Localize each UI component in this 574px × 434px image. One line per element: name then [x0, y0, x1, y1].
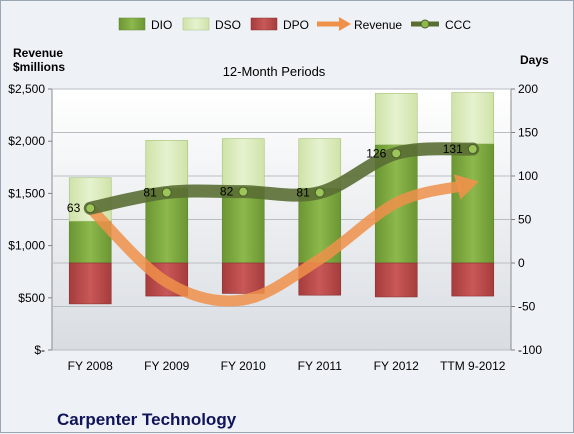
category-label: FY 2008 — [68, 359, 113, 373]
dso-bar — [374, 93, 418, 145]
company-name: Carpenter Technology — [57, 410, 237, 429]
dpo-bar — [451, 262, 495, 297]
ccc-data-label: 63 — [67, 201, 81, 215]
category-labels: FY 2008 FY 2009 FY 2010 FY 2011 FY 2012 TTM 9… — [68, 359, 506, 373]
right-tick-label: 200 — [518, 82, 538, 96]
left-axis-ticks: $- $500 $1,000 $1,500 $2,000 $2,500 — [8, 82, 52, 357]
gridlines — [52, 88, 511, 351]
revenue-series — [86, 174, 479, 307]
dpo-bar — [374, 262, 418, 298]
legend-dso-swatch — [182, 17, 210, 31]
category-label: TTM 9-2012 — [440, 359, 506, 373]
legend-ccc-swatch — [411, 19, 439, 29]
revenue-arrowhead — [453, 174, 479, 200]
ccc-point — [314, 187, 325, 198]
ccc-data-label: 126 — [366, 146, 386, 160]
ccc-point — [238, 186, 249, 197]
revenue-line — [86, 180, 463, 307]
ccc-data-label: 81 — [296, 186, 310, 200]
bars — [68, 92, 495, 305]
category-label: FY 2011 — [298, 359, 343, 373]
ccc-point — [85, 203, 96, 214]
ccc-line — [83, 142, 480, 215]
legend-dio-label: DIO — [151, 18, 172, 32]
legend-dpo-label: DPO — [283, 18, 309, 32]
ccc-point — [467, 144, 478, 155]
dio-bar — [451, 143, 495, 264]
right-tick-label: 100 — [518, 169, 538, 183]
dpo-bar — [68, 262, 112, 305]
right-tick-label: -100 — [518, 343, 542, 357]
ccc-data-label: 82 — [220, 185, 234, 199]
dso-bar — [451, 92, 495, 145]
dpo-bar — [221, 262, 265, 294]
left-tick-label: $1,500 — [8, 186, 45, 200]
right-tick-label: 0 — [518, 256, 525, 270]
right-tick-label: 150 — [518, 126, 538, 140]
legend: DIO DSO DPO Revenue CCC — [118, 17, 471, 32]
dso-bar — [145, 140, 189, 189]
ccc-data-label: 81 — [143, 186, 157, 200]
right-axis-ticks: -100 -50 0 50 100 150 200 — [511, 82, 542, 357]
right-tick-label: -50 — [518, 300, 536, 314]
left-tick-label: $- — [34, 343, 45, 357]
legend-ccc-label: CCC — [445, 18, 471, 32]
legend-revenue-swatch — [317, 17, 351, 31]
right-axis-title: Days — [520, 53, 549, 67]
ccc-point — [161, 187, 172, 198]
ccc-series: 63 81 82 81 126 131 — [67, 142, 480, 215]
legend-dio-swatch — [118, 17, 146, 31]
left-tick-label: $1,000 — [8, 239, 45, 253]
chart-title: 12-Month Periods — [223, 64, 326, 79]
right-tick-label: 50 — [518, 213, 532, 227]
ccc-data-label: 131 — [443, 142, 463, 156]
left-tick-label: $2,000 — [8, 134, 45, 148]
legend-dpo-swatch — [250, 17, 278, 31]
ccc-point — [391, 148, 402, 159]
left-axis-title-line2: $millions — [13, 60, 65, 74]
legend-dso-label: DSO — [215, 18, 241, 32]
category-label: FY 2010 — [221, 359, 266, 373]
left-tick-label: $2,500 — [8, 82, 45, 96]
dso-bar — [221, 138, 265, 188]
left-tick-label: $500 — [18, 291, 45, 305]
legend-revenue-label: Revenue — [354, 18, 402, 32]
category-label: FY 2012 — [374, 359, 419, 373]
left-axis-title-line1: Revenue — [13, 46, 63, 60]
category-label: FY 2009 — [144, 359, 189, 373]
